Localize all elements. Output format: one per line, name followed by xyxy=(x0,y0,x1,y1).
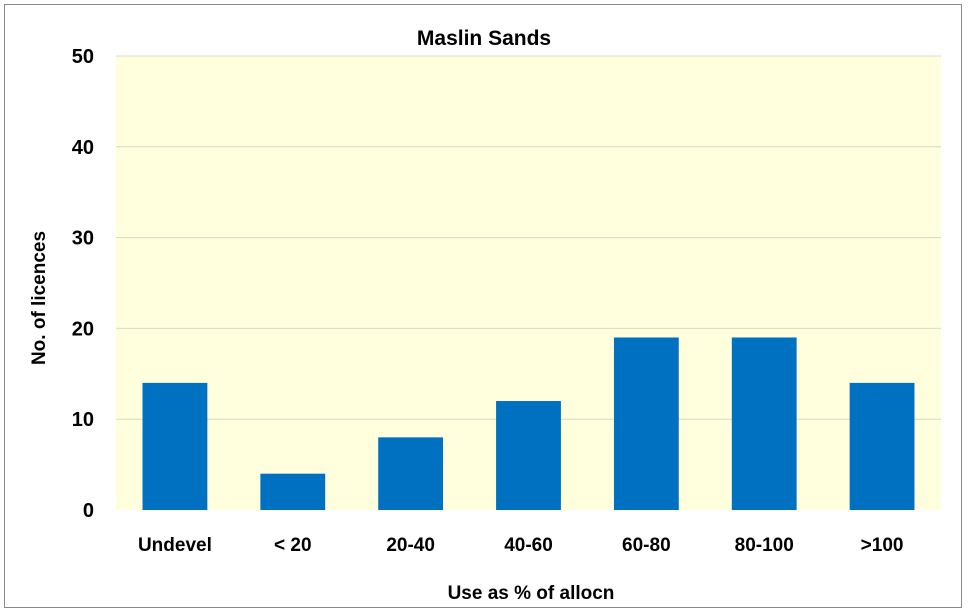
bar xyxy=(731,337,797,510)
y-tick-label: 40 xyxy=(72,137,94,159)
x-tick-label: >100 xyxy=(861,535,904,556)
x-tick-label: < 20 xyxy=(274,535,312,556)
bars xyxy=(142,337,915,510)
bar xyxy=(378,437,444,510)
x-tick-label: 80-100 xyxy=(735,535,794,556)
y-tick-label: 30 xyxy=(72,228,94,250)
bar xyxy=(260,473,326,510)
x-axis-label: Use as % of allocn xyxy=(448,583,615,604)
bar xyxy=(849,382,915,510)
x-axis-ticks: Undevel < 20 20-40 40-60 60-80 80-100 >100 xyxy=(138,535,904,556)
bar xyxy=(496,401,561,510)
y-axis-ticks: 0 10 20 30 40 50 xyxy=(72,46,94,522)
x-tick-label: 60-80 xyxy=(622,535,671,556)
x-tick-label: 40-60 xyxy=(504,535,553,556)
x-tick-label: Undevel xyxy=(138,535,212,556)
y-tick-label: 0 xyxy=(83,500,94,522)
y-tick-label: 10 xyxy=(72,409,94,431)
y-tick-label: 20 xyxy=(72,318,94,340)
chart-title: Maslin Sands xyxy=(417,27,551,50)
bar xyxy=(613,337,679,510)
gridlines xyxy=(116,55,941,420)
y-axis-label: No. of licences xyxy=(29,231,50,365)
y-tick-label: 50 xyxy=(72,46,94,68)
bar xyxy=(142,382,208,510)
x-tick-label: 20-40 xyxy=(386,535,435,556)
